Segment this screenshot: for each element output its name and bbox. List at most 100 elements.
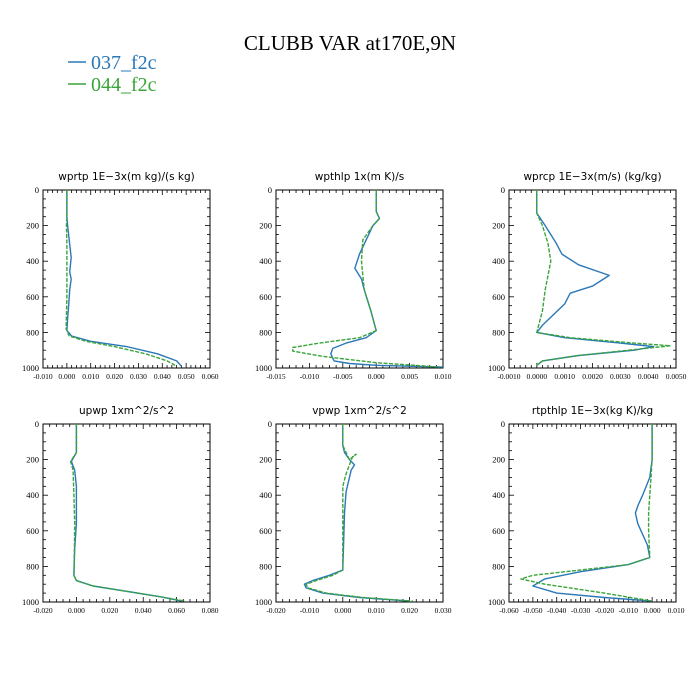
y-tick-label: 200 xyxy=(26,221,39,231)
x-tick-label: -0.040 xyxy=(547,606,567,615)
y-tick-label: 600 xyxy=(26,292,39,302)
x-tick-label: 0.0050 xyxy=(666,372,687,381)
x-tick-label: 0.010 xyxy=(368,606,385,615)
y-tick-label: 200 xyxy=(259,455,272,465)
series-line-044_f2c xyxy=(65,190,177,367)
x-tick-label: 0.080 xyxy=(202,606,219,615)
panel-4: upwp 1xm^2/s^2 0 200 400 600 800 1000-0.020 0.0… xyxy=(22,405,219,615)
panel-title: wprcp 1E−3x(m/s) (kg/kg) xyxy=(523,171,661,183)
y-tick-label: 800 xyxy=(259,561,272,571)
y-tick-label: 600 xyxy=(492,292,505,302)
x-tick-label: -0.010 xyxy=(300,372,320,381)
panel-6: rtpthlp 1E−3x(kg K)/kg02004006008001000-… xyxy=(488,405,685,615)
x-tick-label: -0.060 xyxy=(499,606,519,615)
series-line-044_f2c xyxy=(305,424,413,602)
x-tick-label: 0.000 xyxy=(334,606,351,615)
x-tick-label: 0.005 xyxy=(401,372,418,381)
x-tick-label: 0.020 xyxy=(401,606,418,615)
panel-2: wpthlp 1x(m K)/s 0 200 400 600 800 1000-0.015 -… xyxy=(255,171,452,381)
y-tick-label: 200 xyxy=(492,221,505,231)
y-tick-label: 0 xyxy=(501,419,505,429)
x-tick-label: 0.060 xyxy=(202,372,219,381)
x-tick-label: 0.040 xyxy=(135,606,152,615)
y-tick-label: 800 xyxy=(26,561,39,571)
y-tick-label: 0 xyxy=(35,185,39,195)
x-tick-label: 0.0020 xyxy=(582,372,603,381)
x-tick-label: 0.000 xyxy=(58,372,75,381)
x-tick-label: -0.010 xyxy=(300,606,320,615)
x-tick-label: 0.020 xyxy=(101,606,118,615)
y-tick-label: 800 xyxy=(259,327,272,337)
x-tick-label: -0.010 xyxy=(33,372,53,381)
x-tick-label: 0.0000 xyxy=(527,372,548,381)
y-tick-label: 800 xyxy=(492,561,505,571)
x-tick-label: 0.060 xyxy=(168,606,185,615)
x-tick-label: 0.0030 xyxy=(610,372,631,381)
x-tick-label: -0.010 xyxy=(619,606,639,615)
x-tick-label: 0.0040 xyxy=(638,372,659,381)
y-tick-label: 600 xyxy=(259,526,272,536)
series-line-037_f2c xyxy=(532,424,653,602)
y-tick-label: 800 xyxy=(26,327,39,337)
y-tick-label: 800 xyxy=(492,327,505,337)
x-tick-label: -0.005 xyxy=(333,372,353,381)
legend-label-series1: 037_f2c xyxy=(91,52,157,74)
y-tick-label: 0 xyxy=(35,419,39,429)
y-tick-label: 1000 xyxy=(255,597,272,607)
y-tick-label: 1000 xyxy=(22,363,39,373)
y-tick-label: 600 xyxy=(492,526,505,536)
y-tick-label: 0 xyxy=(268,185,272,195)
series-line-044_f2c xyxy=(520,424,653,602)
y-tick-label: 0 xyxy=(501,185,505,195)
x-tick-label: 0.000 xyxy=(368,372,385,381)
x-tick-label: -0.020 xyxy=(266,606,286,615)
series-line-044_f2c xyxy=(69,424,186,602)
panel-5: vpwp 1xm^2/s^2 0 200 400 600 800 1000-0.020 -0.… xyxy=(255,405,452,615)
panels: wprtp 1E−3x(m kg)/(s kg) 0 200 400 600 800 100… xyxy=(22,171,687,615)
y-tick-label: 400 xyxy=(26,490,39,500)
y-tick-label: 400 xyxy=(492,256,505,266)
panel-3: wprcp 1E−3x(m/s) (kg/kg) 0 200 400 600 800 100… xyxy=(488,171,687,381)
series-line-044_f2c xyxy=(536,190,672,366)
x-tick-label: 0.040 xyxy=(154,372,171,381)
series-line-044_f2c xyxy=(292,190,440,368)
x-tick-label: 0.010 xyxy=(668,606,685,615)
x-tick-label: 0.010 xyxy=(82,372,99,381)
x-tick-label: -0.030 xyxy=(571,606,591,615)
y-tick-label: 400 xyxy=(26,256,39,266)
y-tick-label: 200 xyxy=(26,455,39,465)
legend: 037_f2c 044_f2c xyxy=(68,52,157,96)
panel-1: wprtp 1E−3x(m kg)/(s kg) 0 200 400 600 800 100… xyxy=(22,171,219,381)
x-tick-label: 0.030 xyxy=(435,606,452,615)
x-tick-label: 0.030 xyxy=(130,372,147,381)
x-tick-label: 0.020 xyxy=(106,372,123,381)
panel-title: wpthlp 1x(m K)/s xyxy=(315,171,405,183)
panel-title: vpwp 1xm^2/s^2 xyxy=(312,405,407,417)
y-tick-label: 200 xyxy=(492,455,505,465)
figure-title: CLUBB VAR at170E,9N xyxy=(244,31,456,55)
x-tick-label: -0.020 xyxy=(595,606,615,615)
x-tick-label: 0.000 xyxy=(68,606,85,615)
x-tick-label: 0.000 xyxy=(644,606,661,615)
x-tick-label: -0.0010 xyxy=(497,372,520,381)
x-tick-label: -0.050 xyxy=(523,606,543,615)
y-tick-label: 600 xyxy=(26,526,39,536)
y-tick-label: 200 xyxy=(259,221,272,231)
y-tick-label: 0 xyxy=(268,419,272,429)
panel-title: wprtp 1E−3x(m kg)/(s kg) xyxy=(58,171,195,183)
x-tick-label: -0.020 xyxy=(33,606,53,615)
y-tick-label: 1000 xyxy=(22,597,39,607)
y-tick-label: 600 xyxy=(259,292,272,302)
y-tick-label: 400 xyxy=(259,256,272,266)
y-tick-label: 1000 xyxy=(488,363,505,373)
y-tick-label: 400 xyxy=(259,490,272,500)
series-line-037_f2c xyxy=(66,190,182,367)
x-tick-label: -0.015 xyxy=(266,372,286,381)
y-tick-label: 1000 xyxy=(488,597,505,607)
x-tick-label: 0.0010 xyxy=(554,372,575,381)
x-tick-label: 0.050 xyxy=(178,372,195,381)
legend-label-series2: 044_f2c xyxy=(91,74,157,96)
panel-title: upwp 1xm^2/s^2 xyxy=(79,405,174,417)
